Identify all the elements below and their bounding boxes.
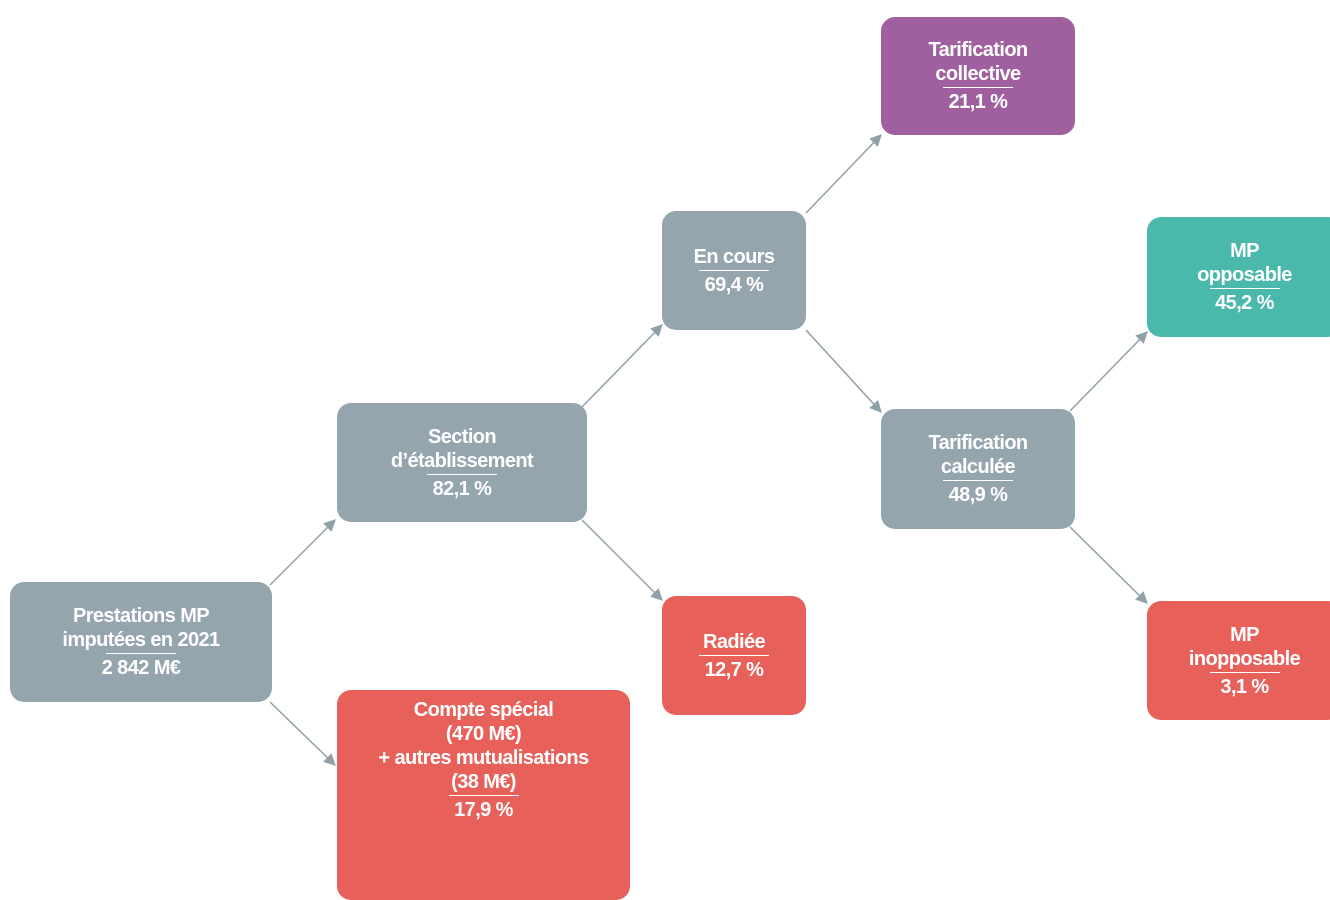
node-box: Tarification collective 21,1 % [881,17,1075,135]
separator [699,269,769,271]
node-label: + autres mutualisations [378,747,589,769]
node-label: opposable [1197,264,1292,286]
arrow [269,701,336,766]
node-label: Radiée [703,630,766,653]
arrow [805,134,882,214]
node-label: inopposable [1188,647,1301,670]
node-label: Tarification [928,39,1028,61]
arrow [269,519,336,586]
node-label: Section [427,425,497,448]
arrow [581,519,663,601]
node-box: En cours 69,4 % [662,211,806,330]
node-box: Prestations MP imputées en 2021 2 842 M€ [10,582,272,702]
node-value: 82,1 % [432,477,492,500]
node-label: d’établissement [390,449,534,472]
node-value: 2 842 M€ [101,657,181,679]
node-label: (470 M€) [445,723,522,745]
node-box: Section d’établissement 82,1 % [337,403,587,522]
node-value: 17,9 % [454,799,513,821]
node-label: collective [935,63,1021,85]
node-label: MP [1230,623,1259,646]
node-label: imputées en 2021 [62,629,220,651]
node-box: Tarification calculée 48,9 % [881,409,1075,529]
arrow [581,324,663,408]
arrow [1069,526,1148,604]
node-value: 3,1 % [1220,675,1269,698]
node-value: 21,1 % [948,91,1008,113]
node-label: Tarification [928,432,1028,454]
arrow [1069,331,1148,412]
node-label: (38 M€) [451,771,516,793]
node-box: Radiée 12,7 % [662,596,806,715]
node-label: Compte spécial [413,699,554,721]
node-label: MP [1230,240,1259,262]
separator [1209,671,1280,673]
node-box: MP opposable 45,2 % [1147,217,1330,337]
node-value: 69,4 % [704,273,764,296]
separator [448,795,519,796]
node-label: calculée [940,456,1016,478]
separator [943,87,1013,88]
node-label: Prestations MP [72,605,210,627]
separator [943,480,1013,481]
arrows [269,134,1148,766]
node-box: Compte spécial (470 M€) + autres mutualisa… [337,690,630,900]
separator [1209,288,1280,289]
node-value: 48,9 % [948,484,1008,506]
separator [699,654,769,656]
node-box: MP inopposable 3,1 % [1147,601,1330,720]
separator [427,473,497,475]
arrow [805,329,882,413]
node-value: 45,2 % [1215,292,1274,314]
node-value: 12,7 % [704,658,764,681]
node-label: En cours [693,245,775,268]
separator [106,653,176,654]
